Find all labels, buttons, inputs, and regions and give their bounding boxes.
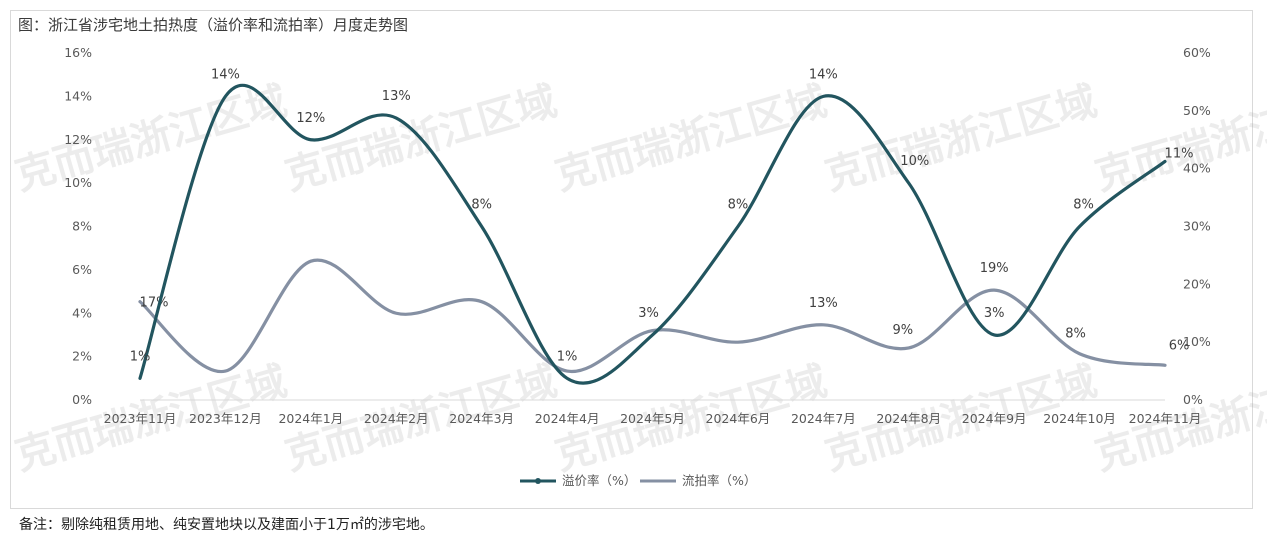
- data-label: 14%: [809, 67, 838, 82]
- y-right-tick-label: 40%: [1183, 161, 1211, 176]
- y-right-tick-label: 0%: [1183, 392, 1203, 407]
- x-tick-label: 2024年11月: [1129, 411, 1202, 426]
- data-label: 10%: [900, 154, 929, 169]
- y-left-tick-label: 10%: [64, 175, 92, 190]
- x-tick-label: 2024年7月: [791, 411, 856, 426]
- data-label: 1%: [130, 349, 151, 364]
- data-label: 19%: [980, 261, 1009, 276]
- data-label: 3%: [638, 306, 659, 321]
- data-label: 1%: [557, 349, 578, 364]
- watermark-text: 克而瑞浙江区域: [1090, 78, 1267, 199]
- x-tick-label: 2023年12月: [189, 411, 262, 426]
- data-label: 9%: [892, 323, 913, 338]
- watermark-text: 克而瑞浙江区域: [820, 78, 1102, 199]
- legend-label: 溢价率（%）: [562, 473, 636, 488]
- x-tick-label: 2023年11月: [104, 411, 177, 426]
- x-tick-label: 2024年4月: [535, 411, 600, 426]
- y-left-tick-label: 8%: [72, 219, 92, 234]
- x-axis: 2023年11月 2023年12月 2024年1月 2024年2月 2024年3月 202…: [104, 411, 1202, 426]
- y-right-tick-label: 50%: [1183, 103, 1211, 118]
- data-label: 14%: [211, 67, 240, 82]
- y-left-tick-label: 4%: [72, 305, 92, 320]
- x-tick-label: 2024年5月: [620, 411, 685, 426]
- legend-marker: [535, 478, 541, 484]
- y-right-tick-label: 30%: [1183, 219, 1211, 234]
- y-left-tick-label: 2%: [72, 349, 92, 364]
- data-label: 3%: [984, 306, 1005, 321]
- y-left-tick-label: 6%: [72, 262, 92, 277]
- series-line-1: [138, 258, 1167, 373]
- x-tick-label: 2024年9月: [962, 411, 1027, 426]
- x-tick-label: 2024年3月: [449, 411, 514, 426]
- x-tick-label: 2024年1月: [278, 411, 343, 426]
- chart-title: 图：浙江省涉宅地土拍热度（溢价率和流拍率）月度走势图: [18, 16, 409, 34]
- y-right-tick-label: 10%: [1183, 334, 1211, 349]
- data-label: 11%: [1165, 146, 1194, 161]
- chart-frame: [10, 10, 1253, 509]
- y-left-tick-label: 0%: [72, 392, 92, 407]
- y-left-tick-label: 16%: [64, 45, 92, 60]
- series-line-0: [138, 83, 1167, 385]
- data-label: 8%: [1065, 327, 1086, 342]
- footnote: 备注：剔除纯租赁用地、纯安置地块以及建面小于1万㎡的涉宅地。: [19, 517, 434, 533]
- legend-label: 流拍率（%）: [682, 473, 756, 488]
- y-axis-left: 0% 2% 4% 6% 8% 10% 12% 14% 16%: [64, 45, 92, 407]
- x-tick-label: 2024年10月: [1043, 411, 1116, 426]
- x-tick-label: 2024年6月: [706, 411, 771, 426]
- data-label: 6%: [1169, 338, 1190, 353]
- legend: 溢价率（%） 流拍率（%）: [520, 473, 756, 488]
- data-label: 8%: [471, 198, 492, 213]
- data-label: 8%: [1073, 198, 1094, 213]
- data-label: 13%: [809, 296, 838, 311]
- y-left-tick-label: 14%: [64, 88, 92, 103]
- watermark-text: 克而瑞浙江区域: [10, 78, 292, 199]
- y-right-tick-label: 20%: [1183, 276, 1211, 291]
- series: 17% 13% 9% 19% 8% 6% 1% 14% 12% 13% 8% 1% 3% 8% 14% 10%…: [130, 67, 1194, 385]
- y-axis-right: 0% 10% 20% 30% 40% 50% 60%: [1183, 45, 1211, 407]
- data-label: 17%: [140, 296, 169, 311]
- data-label: 12%: [296, 111, 325, 126]
- y-right-tick-label: 60%: [1183, 45, 1211, 60]
- watermark-text: 克而瑞浙江区域: [550, 78, 832, 199]
- x-tick-label: 2024年8月: [876, 411, 941, 426]
- x-tick-label: 2024年2月: [364, 411, 429, 426]
- data-label: 13%: [382, 89, 411, 104]
- y-left-tick-label: 12%: [64, 132, 92, 147]
- data-label: 8%: [728, 198, 749, 213]
